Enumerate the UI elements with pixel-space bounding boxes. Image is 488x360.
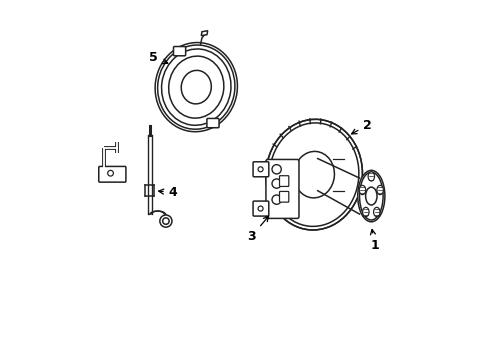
FancyBboxPatch shape <box>206 118 219 128</box>
Text: 1: 1 <box>370 229 379 252</box>
Ellipse shape <box>367 172 374 181</box>
Ellipse shape <box>155 42 237 132</box>
Ellipse shape <box>271 165 281 174</box>
Ellipse shape <box>293 152 334 198</box>
Ellipse shape <box>359 185 365 195</box>
Ellipse shape <box>258 167 263 172</box>
Ellipse shape <box>373 207 379 217</box>
Ellipse shape <box>160 215 172 227</box>
FancyBboxPatch shape <box>173 46 185 56</box>
Text: 4: 4 <box>158 186 177 199</box>
Ellipse shape <box>181 70 211 104</box>
Ellipse shape <box>107 170 113 176</box>
Polygon shape <box>201 31 207 36</box>
Ellipse shape <box>163 218 169 224</box>
Text: 3: 3 <box>247 216 268 243</box>
Ellipse shape <box>265 119 362 230</box>
Text: 5: 5 <box>149 51 167 64</box>
FancyBboxPatch shape <box>279 176 288 186</box>
FancyBboxPatch shape <box>265 159 298 219</box>
Ellipse shape <box>376 185 383 195</box>
FancyBboxPatch shape <box>253 201 268 216</box>
FancyBboxPatch shape <box>253 162 268 177</box>
Ellipse shape <box>271 195 281 204</box>
Ellipse shape <box>359 172 382 220</box>
Ellipse shape <box>271 179 281 188</box>
Ellipse shape <box>258 206 263 211</box>
FancyBboxPatch shape <box>99 166 125 182</box>
Ellipse shape <box>365 187 376 205</box>
Text: 2: 2 <box>351 119 371 134</box>
FancyBboxPatch shape <box>279 192 288 202</box>
Ellipse shape <box>362 207 368 217</box>
Ellipse shape <box>357 170 384 222</box>
